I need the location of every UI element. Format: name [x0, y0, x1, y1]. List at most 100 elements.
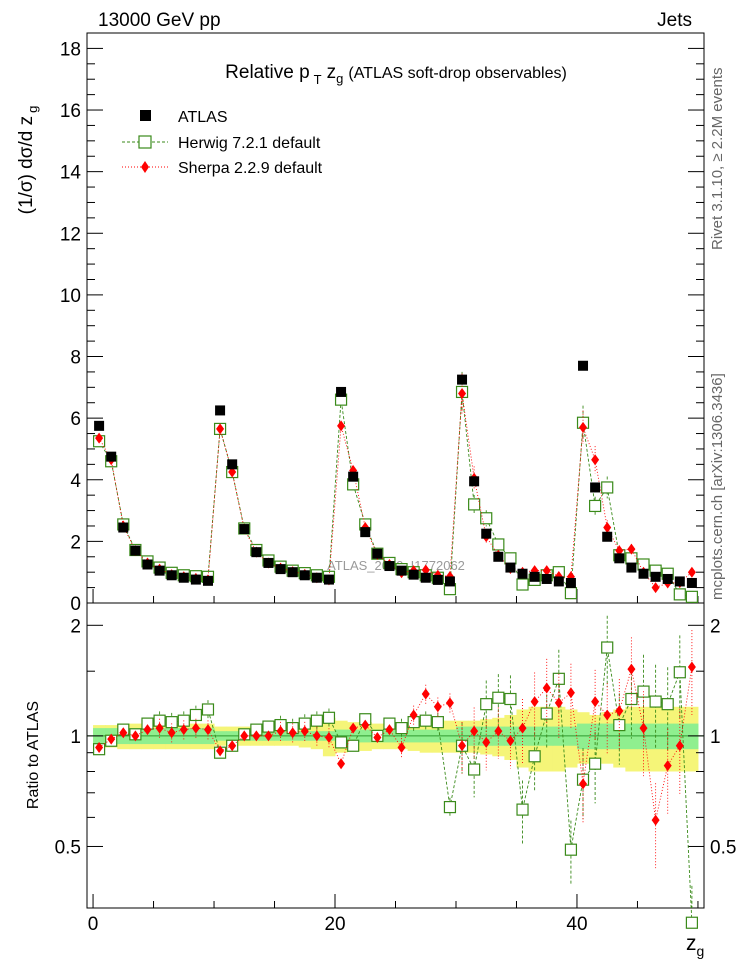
sherpa-ratio-point [530, 696, 539, 708]
herwig-ratio-point [322, 711, 336, 724]
sherpa-point [591, 454, 600, 466]
atlas-point [674, 576, 685, 587]
sherpa-ratio-point [240, 730, 249, 742]
sherpa-ratio-point [675, 740, 684, 752]
sherpa-ratio-point [337, 758, 346, 770]
sherpa-ratio-point [518, 722, 527, 734]
y-tick-label: 10 [60, 286, 81, 307]
sherpa-ratio-point [627, 663, 636, 675]
sherpa-point [95, 432, 104, 444]
sherpa-ratio-point [482, 736, 491, 748]
sherpa-ratio-point [361, 719, 370, 731]
herwig-ratio-point [347, 739, 360, 752]
atlas-point [275, 564, 286, 575]
herwig-ratio-point [431, 716, 444, 729]
atlas-point [142, 559, 153, 570]
atlas-point [106, 451, 117, 462]
herwig-point [673, 588, 686, 601]
sherpa-ratio-point [264, 730, 273, 742]
sherpa-ratio-point [554, 697, 563, 709]
sherpa-ratio-series [95, 630, 696, 869]
atlas-point [360, 527, 371, 538]
legend-sherpa-label: Sherpa 2.2.9 default [178, 160, 323, 177]
ratio-band-inner-bin [625, 723, 638, 750]
sherpa-ratio-point [615, 705, 624, 717]
herwig-ratio-point [480, 698, 493, 711]
atlas-point [505, 562, 516, 573]
sherpa-ratio-point [373, 731, 382, 743]
atlas-point [578, 360, 589, 371]
y-tick-label: 4 [70, 471, 81, 492]
sherpa-ratio-point [252, 730, 261, 742]
atlas-point [626, 562, 637, 573]
atlas-series [94, 360, 697, 588]
sherpa-ratio-point [579, 778, 588, 790]
atlas-point [686, 577, 697, 588]
atlas-point [384, 561, 395, 572]
sherpa-ratio-point [397, 741, 406, 753]
herwig-ratio-line [98, 647, 693, 923]
atlas-point [481, 528, 492, 539]
sherpa-ratio-point [421, 688, 430, 700]
atlas-point [432, 574, 443, 585]
sherpa-ratio-point [167, 727, 176, 739]
sherpa-point [627, 543, 636, 555]
y-tick-label: 18 [60, 39, 81, 60]
herwig-point [468, 498, 481, 511]
herwig-point [601, 481, 614, 494]
y-tick-label: 16 [60, 101, 81, 122]
legend-herwig-label: Herwig 7.2.1 default [178, 135, 321, 152]
header-observable-group: Jets [657, 10, 692, 31]
atlas-point [553, 576, 564, 587]
herwig-ratio-point [165, 716, 178, 729]
sherpa-ratio-point [433, 701, 442, 713]
ratio-tick-label: 0.5 [55, 837, 81, 858]
atlas-point [396, 565, 407, 576]
sherpa-ratio-point [216, 745, 225, 757]
header-collision: 13000 GeV pp [98, 10, 221, 31]
x-tick-label: 40 [566, 914, 587, 935]
herwig-ratio-point [504, 692, 517, 706]
atlas-point [408, 569, 419, 580]
ratio-band-inner-bin [601, 723, 614, 750]
sherpa-ratio-point [639, 722, 648, 734]
atlas-point [239, 524, 250, 535]
atlas-point [263, 557, 274, 568]
x-axis-label-main: z [686, 932, 697, 955]
atlas-point [662, 573, 673, 584]
atlas-point [130, 545, 141, 556]
sherpa-ratio-point [119, 727, 128, 739]
atlas-point [529, 571, 540, 582]
herwig-point [504, 552, 517, 565]
y-axis-label-main: (1/σ) dσ/d z [16, 116, 37, 214]
sherpa-ratio-point [494, 725, 503, 737]
sherpa-point [579, 421, 588, 433]
y-tick-label: 12 [60, 224, 81, 245]
sherpa-ratio-point [300, 725, 309, 737]
herwig-ratio-point [443, 800, 457, 814]
legend-atlas-marker [140, 110, 151, 121]
legend-herwig-marker [138, 135, 152, 149]
sherpa-ratio-line [98, 666, 693, 821]
y-tick-label: 2 [70, 532, 81, 553]
sherpa-point [687, 566, 696, 578]
title-main: Relative p [225, 62, 310, 83]
sherpa-ratio-point [687, 661, 696, 673]
sherpa-ratio-point [663, 760, 672, 772]
atlas-point [469, 476, 480, 487]
legend-atlas-label: ATLAS [178, 109, 228, 126]
atlas-point [650, 571, 661, 582]
herwig-ratio-point [528, 750, 541, 763]
atlas-point [638, 568, 649, 579]
atlas-point [517, 568, 528, 579]
sherpa-ratio-point [506, 735, 515, 747]
atlas-point [311, 572, 322, 583]
legend: ATLAS Herwig 7.2.1 default Sherpa 2.2.9 … [122, 109, 323, 177]
atlas-point [602, 531, 613, 542]
ratio-tick-label-right: 0.5 [710, 837, 736, 858]
atlas-point [457, 374, 468, 385]
sherpa-ratio-point [276, 725, 285, 737]
sherpa-point [216, 423, 225, 435]
sherpa-ratio-point [155, 722, 164, 734]
sherpa-point [542, 565, 551, 577]
